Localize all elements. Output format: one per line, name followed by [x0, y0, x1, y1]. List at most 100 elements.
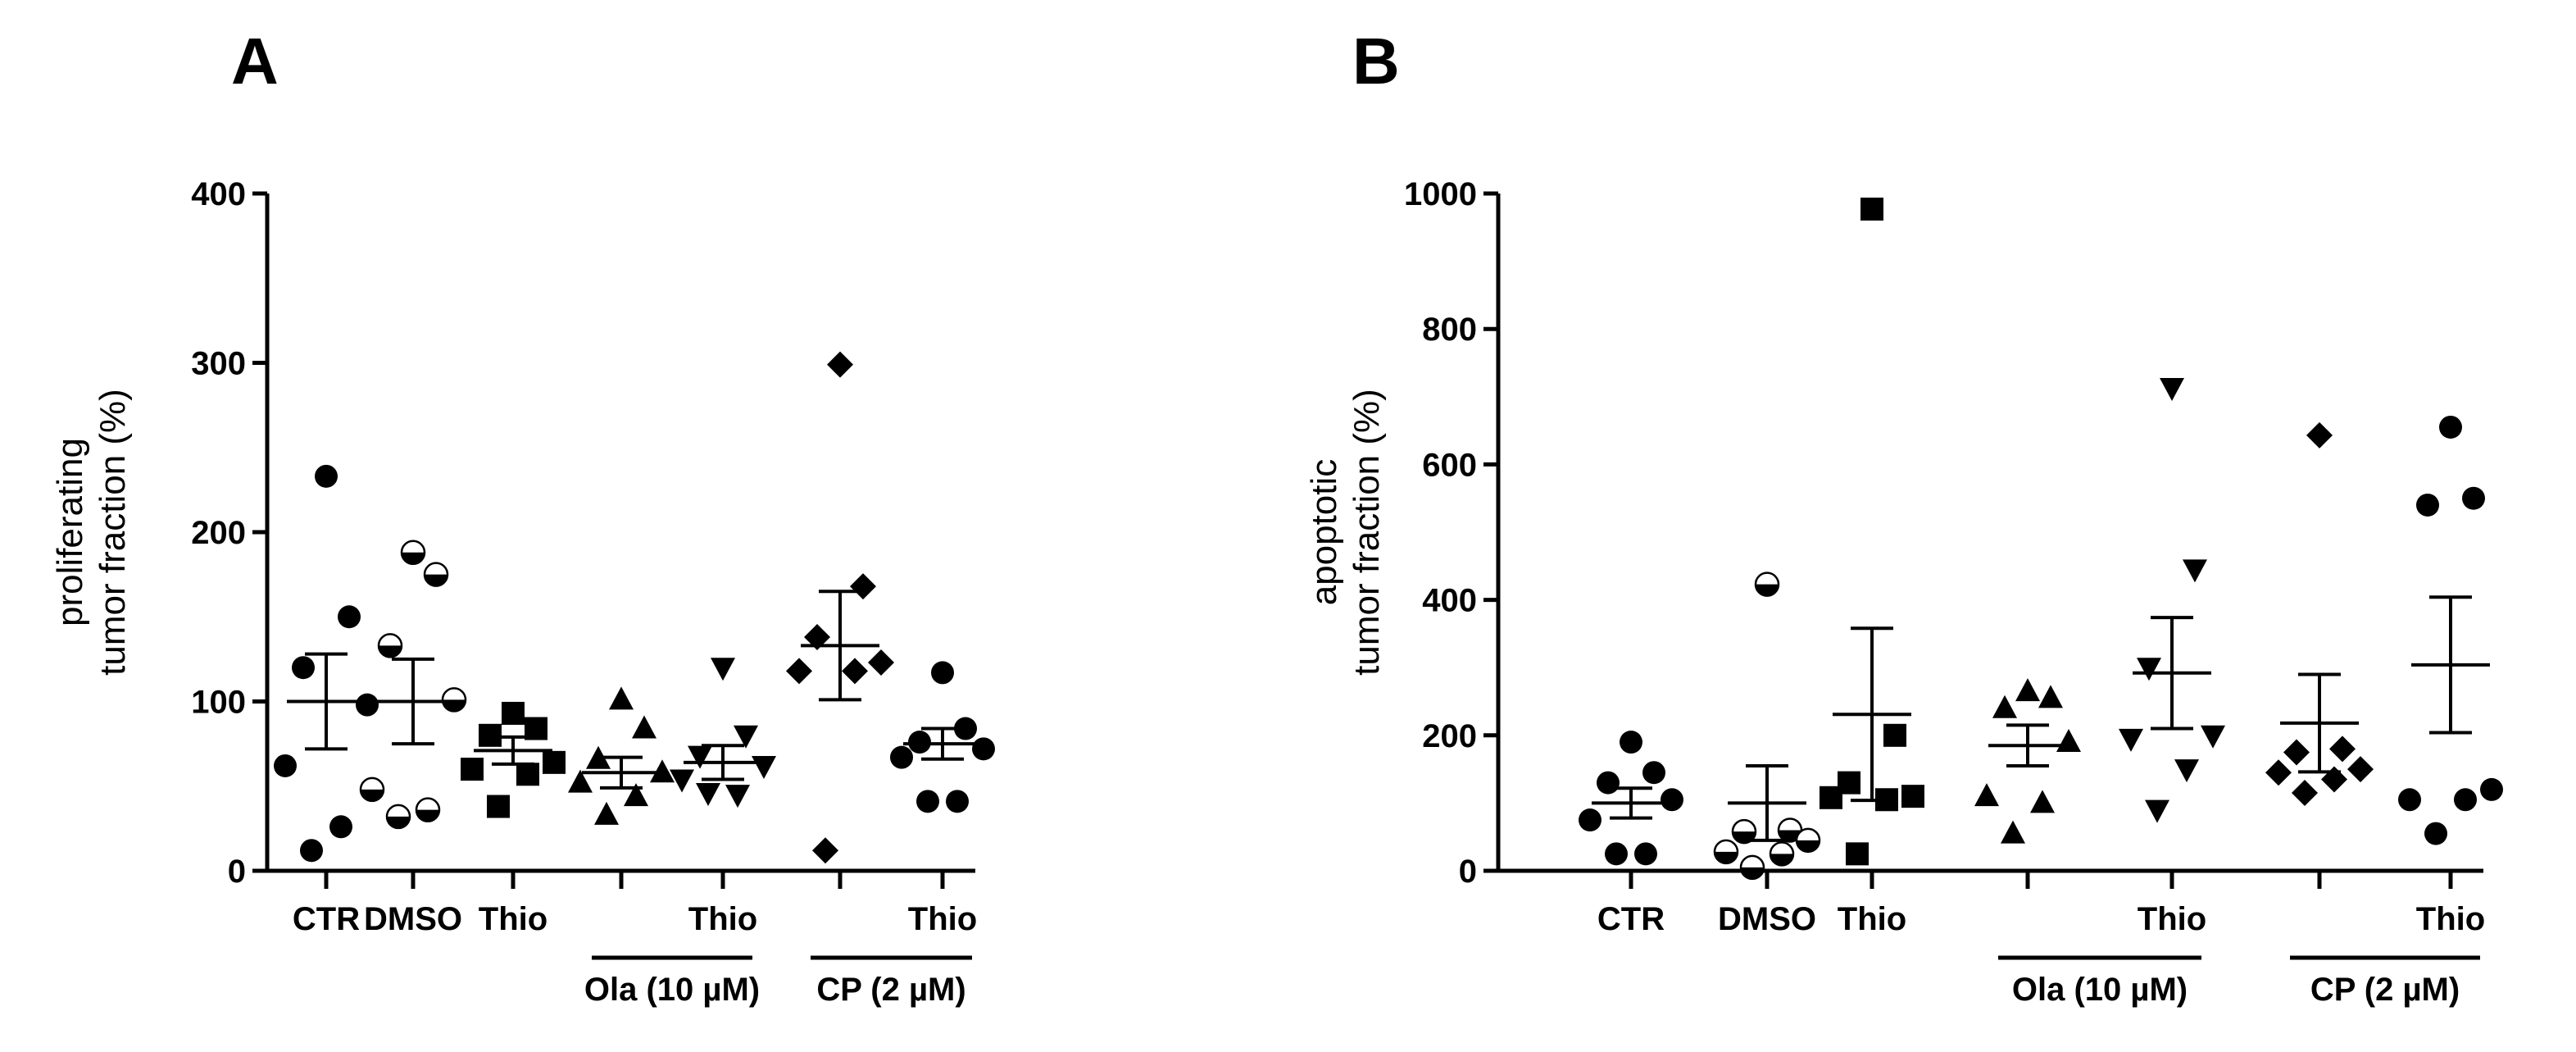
panel-a-series-4-point-0 [711, 658, 735, 681]
panel-a-series-5 [786, 351, 894, 864]
panel-b-series-1-point-5 [1769, 841, 1795, 867]
panel-a-series-1-point-2 [377, 633, 403, 658]
panel-a-series-6-point-4 [890, 745, 913, 769]
panel-a-y-tick-label-0: 0 [228, 854, 246, 890]
panel-a-series-0-point-2 [292, 656, 315, 680]
panel-a-x-label-6: Thio [908, 901, 977, 937]
panel-a-series-0-point-6 [300, 839, 323, 863]
panel-a-series-4-point-4 [670, 769, 694, 793]
panel-b-series-5-point-3 [2347, 756, 2374, 783]
panel-a-series-2 [461, 701, 566, 818]
panel-b-series-4-point-4 [2119, 728, 2143, 752]
panel-b-series-6-point-2 [2416, 493, 2439, 517]
panel-b-x-label-1: DMSO [1718, 901, 1816, 937]
panel-a-series-2-point-6 [487, 795, 510, 818]
panel-b-series-2-point-0 [1860, 197, 1883, 221]
panel-b-series-0-point-0 [1620, 731, 1642, 754]
panel-b-y-tick-label-5: 1000 [1404, 176, 1477, 212]
panel-b-series-3-point-6 [2001, 820, 2025, 844]
panel-b-series-3 [1974, 678, 2081, 844]
panel-a-series-2-point-5 [516, 763, 539, 786]
panel-b-series-0-point-5 [1634, 842, 1657, 866]
panel-b-y-tick-label-0: 0 [1459, 854, 1477, 890]
panel-b-series-4-point-1 [2183, 559, 2207, 583]
panel-b-series-4-point-5 [2174, 759, 2199, 783]
panel-a-series-1-point-1-fill [425, 574, 448, 586]
panel-b-series-4-point-0 [2160, 378, 2184, 402]
panel-a-series-4-point-5 [725, 785, 750, 808]
panel-a-series-1-point-3 [441, 687, 467, 713]
panel-a-series-5-point-6 [812, 837, 838, 864]
panel-b-series-3-point-4 [1974, 783, 1999, 807]
panel-a-series-1-point-1 [423, 562, 449, 587]
panel-a-series-5-point-2 [804, 624, 830, 651]
panel-a-series-1-point-5 [415, 797, 441, 822]
panel-a-series-6-point-5 [946, 790, 969, 813]
panel-a-series-2-point-2 [479, 723, 502, 747]
panel-a-series-3-point-0 [609, 686, 634, 710]
panel-b-series-6-point-6 [2424, 822, 2447, 845]
panel-a: A 0 100 200 300 400 proliferating tumor fracti… [50, 25, 995, 1008]
panel-b-letter: B [1352, 25, 1400, 98]
panel-b-series-5-point-4 [2265, 759, 2292, 786]
panel-b-series-6-point-0 [2439, 415, 2462, 439]
panel-b-series-2-point-1 [1883, 723, 1906, 747]
panel-b-series-5 [2265, 421, 2374, 807]
panel-a-x-label-0: CTR [293, 901, 360, 937]
panel-a-series-0-point-0 [315, 464, 338, 488]
panel-a-series-2-point-3 [543, 750, 566, 774]
panel-b-series-5-point-1 [2329, 735, 2356, 763]
panel-b-series-6-point-4 [2398, 788, 2421, 812]
panel-a-series-6-point-6 [916, 790, 939, 813]
panel-a-group-label-0: Ola (10 µM) [584, 972, 760, 1008]
panel-a-series-4-point-1 [734, 725, 758, 749]
panel-a-series-5-point-1 [850, 573, 876, 600]
panel-b-series-2-point-3 [1901, 785, 1924, 808]
panel-b-plot: 0 200 400 600 800 1000 apoptotic tumor fraction… [1304, 176, 2503, 1008]
panel-a-series-3-point-2 [586, 745, 611, 769]
panel-a-x-label-2: Thio [479, 901, 547, 937]
panel-a-x-label-4: Thio [688, 901, 757, 937]
panel-b-series-0-point-6 [1605, 842, 1628, 866]
panel-b-series-2 [1820, 197, 1924, 866]
panel-a-series-0-point-1 [338, 605, 361, 629]
panel-b-series-6 [2398, 415, 2503, 845]
panel-a-series-1 [359, 540, 467, 830]
panel-a-series-0-point-5 [329, 815, 352, 839]
panel-a-series-3-point-1 [632, 715, 656, 739]
panel-b-series-0 [1579, 731, 1683, 866]
panel-b-series-0-point-1 [1642, 761, 1665, 785]
panel-b-series-1 [1713, 572, 1821, 881]
panel-a-series-4-point-3 [752, 755, 776, 779]
panel-a-series-3-point-5 [624, 783, 648, 807]
panel-b-series-3-point-3 [2056, 729, 2081, 753]
panel-b-series-3-point-2 [1992, 695, 2017, 718]
panel-b-series-1-point-4 [1713, 839, 1739, 865]
panel-b-group-label-1: CP (2 µM) [2310, 972, 2460, 1008]
panel-b-series-6-point-1 [2462, 486, 2485, 510]
panel-a-series-1-point-4 [359, 776, 385, 803]
panel-a-series-5-point-0 [827, 351, 853, 378]
panel-b-series-1-point-0-fill [1756, 584, 1779, 596]
panel-b-series-1-point-0 [1754, 572, 1780, 597]
panel-a-series-1-point-0 [400, 540, 426, 566]
panel-a-series-0-point-4 [274, 754, 297, 777]
panel-a-series-6-point-1 [954, 717, 977, 740]
panel-b-series-4-point-6 [2145, 799, 2169, 823]
panel-b-series-0-point-2 [1597, 771, 1620, 795]
panel-a-series-2-point-4 [461, 758, 484, 781]
panel-a-series-4 [670, 658, 776, 808]
panel-a-series-6 [890, 661, 995, 813]
panel-b-series-1-point-6 [1739, 854, 1765, 881]
panel-b-series-1-point-5-fill [1770, 854, 1793, 866]
panel-a-group-label-1: CP (2 µM) [816, 972, 965, 1008]
panel-b-x-label-0: CTR [1597, 901, 1665, 937]
panel-b-series-4-point-2 [2137, 658, 2161, 681]
panel-b-series-5-point-2 [2283, 739, 2310, 766]
panel-b-x-label-6: Thio [2416, 901, 2485, 937]
panel-b-series-5-point-0 [2306, 421, 2333, 449]
panel-a-series-1-point-6-fill [387, 816, 410, 828]
panel-a-series-0 [274, 464, 379, 863]
panel-a-y-tick-label-3: 300 [191, 346, 246, 382]
